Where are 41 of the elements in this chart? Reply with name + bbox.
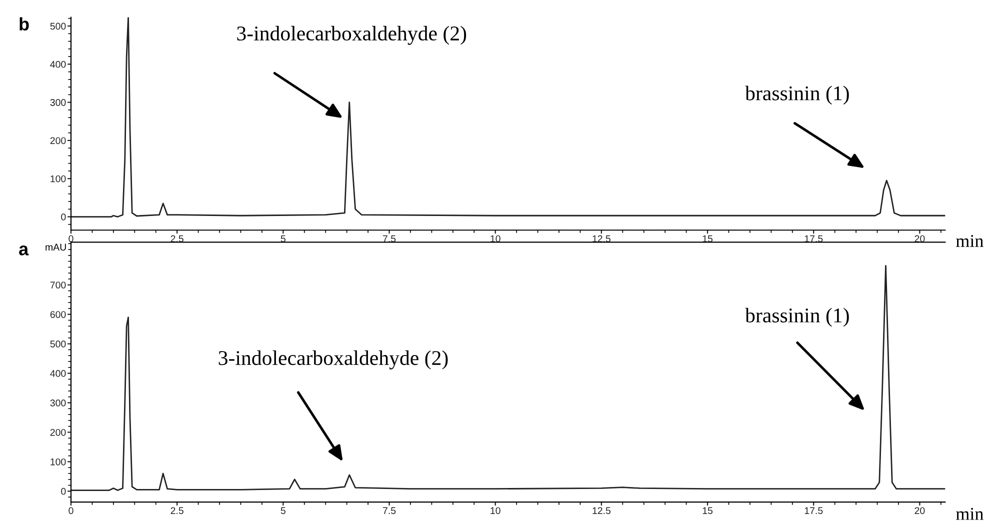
y-tick-label: 600 (50, 311, 66, 318)
x-tick-label: 15 (702, 235, 713, 242)
x-axis-title: min (956, 234, 984, 247)
y-tick-label: 200 (50, 137, 66, 144)
y-tick-label: 500 (50, 22, 66, 30)
y-tick-label: 300 (50, 400, 66, 406)
y-tick-label: 100 (50, 458, 66, 466)
y-tick-label: 500 (50, 340, 66, 348)
y-tick-label: 300 (50, 99, 66, 106)
y-tick-label: 400 (50, 370, 66, 377)
x-tick-label: 7.5 (382, 507, 396, 514)
x-axis-title: min (956, 508, 984, 520)
chart-title: b (20, 17, 29, 31)
y-tick-label: 0 (61, 488, 66, 495)
x-tick-label: 2.5 (170, 235, 184, 242)
y-tick-label: 200 (50, 428, 66, 436)
x-tick-label: 7.5 (382, 235, 396, 242)
x-tick-label: 5 (280, 507, 286, 514)
chart-title: a (19, 246, 29, 256)
x-tick-label: 12.5 (592, 507, 610, 514)
y-axis-title: mAU (46, 244, 66, 251)
x-tick-label: 12.5 (592, 235, 610, 242)
x-tick-label: 17.5 (804, 507, 823, 514)
y-tick-label: 400 (50, 60, 66, 68)
annotation: 3-indolecarboxaldehyde (2) (218, 350, 448, 370)
x-tick-label: 20 (914, 235, 925, 242)
x-tick-label: 2.5 (170, 507, 184, 514)
x-tick-label: 10 (490, 235, 500, 242)
y-tick-label: 700 (50, 282, 66, 288)
x-tick-label: 0 (68, 235, 74, 242)
x-tick-label: 17.5 (804, 235, 823, 242)
x-tick-label: 20 (914, 507, 925, 514)
x-tick-label: 15 (702, 507, 713, 514)
x-tick-label: 0 (68, 507, 74, 514)
x-tick-label: 5 (280, 235, 286, 242)
x-tick-label: 10 (490, 507, 500, 514)
y-tick-label: 0 (61, 214, 66, 220)
annotation: brassinin (1) (745, 308, 849, 327)
annotation: 3-indolecarboxaldehyde (2) (237, 26, 466, 45)
annotation: brassinin (1) (745, 86, 849, 105)
y-tick-label: 100 (50, 175, 66, 182)
